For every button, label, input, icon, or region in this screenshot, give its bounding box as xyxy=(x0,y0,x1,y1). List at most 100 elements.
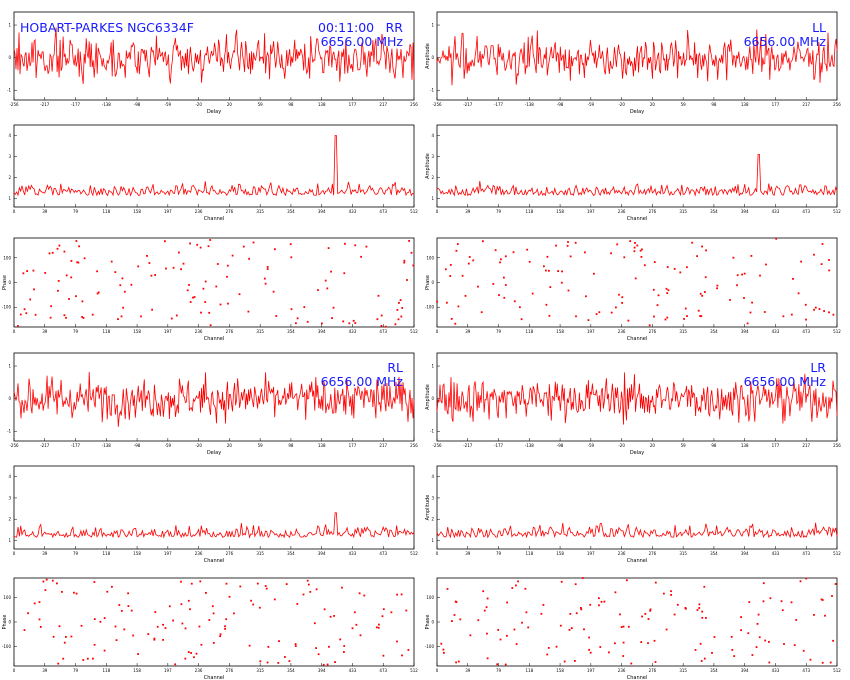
ll-phase-point xyxy=(639,249,642,252)
lr-phase-point xyxy=(455,661,457,664)
rr-channel-series-line xyxy=(13,135,415,197)
lr-phase-point xyxy=(560,580,563,583)
rr-delay-ytick-label: -1 xyxy=(7,88,11,93)
lr-phase-point xyxy=(580,607,582,609)
rl-phase-point xyxy=(334,661,336,663)
ll-phase-point xyxy=(560,281,563,284)
ll-phase-point xyxy=(561,270,563,273)
rr-phase-point xyxy=(51,251,54,254)
ll-phase-point xyxy=(549,286,552,288)
rr-phase-point xyxy=(303,306,306,308)
rl-phase-point xyxy=(212,612,215,615)
ll-channel-xtick-label: 433 xyxy=(772,209,780,214)
rr-phase-point xyxy=(130,283,133,286)
rr-phase-xtick-label: 433 xyxy=(349,329,357,334)
rr-phase-point xyxy=(384,325,387,328)
rr-phase-point xyxy=(121,277,124,280)
rl-phase-point xyxy=(118,604,121,606)
rr-phase-point xyxy=(227,302,229,305)
rl-phase-point xyxy=(127,605,130,607)
rl-channel-xtick-label: 512 xyxy=(410,551,418,556)
ll-phase-point xyxy=(656,304,659,306)
lr-phase-point xyxy=(469,634,472,637)
ll-phase-point xyxy=(641,248,643,251)
rr-phase-point xyxy=(48,252,51,255)
rl-phase-point xyxy=(93,618,96,620)
ll-delay-xtick-label: 59 xyxy=(681,102,687,107)
ll-phase-point xyxy=(457,305,460,308)
lr-phase-point xyxy=(824,614,826,617)
rl-phase-xtick-label: 394 xyxy=(318,668,326,673)
rr-phase-point xyxy=(226,275,228,278)
rl-phase-xtick-label: 158 xyxy=(133,668,141,673)
ll-delay-series-line xyxy=(436,29,838,86)
lr-phase-point xyxy=(790,601,793,604)
rl-phase-point xyxy=(333,615,335,617)
ll-phase-point xyxy=(749,311,752,314)
rl-phase-point xyxy=(401,654,403,657)
lr-delay-ytick-label: -1 xyxy=(430,429,434,434)
rl-phase-point xyxy=(294,643,297,645)
rl-phase-point xyxy=(400,593,403,596)
lr-phase-point xyxy=(504,663,507,666)
ll-phase-xtick-label: 0 xyxy=(436,329,439,334)
rr-channel-frame xyxy=(13,124,415,208)
rr-phase-ytick-label: 100 xyxy=(3,255,11,260)
lr-phase-point xyxy=(670,590,672,593)
ll-phase-point xyxy=(598,311,601,314)
rr-delay-ytick-label: 0 xyxy=(8,55,11,60)
ll-delay-xtick-label: 217 xyxy=(802,102,810,107)
rr-phase-xtick-label: 315 xyxy=(256,329,264,334)
ll-delay-xtick-label: -217 xyxy=(463,102,473,107)
rl-phase-point xyxy=(75,592,78,595)
rr-phase-point xyxy=(63,250,66,253)
lr-phase-point xyxy=(515,584,517,587)
rr-phase-point xyxy=(70,260,73,262)
rr-phase-point xyxy=(331,317,333,319)
ll-channel-xtick-label: 315 xyxy=(679,209,687,214)
ll-phase-point xyxy=(699,292,702,295)
rl-phase-xtick-label: 315 xyxy=(256,668,264,673)
ll-phase-point xyxy=(566,244,569,247)
rr-delay-panel: -256 -217 -177 -138 -98 -59 -20 20 59 98 138 177 217… xyxy=(7,11,418,115)
rl-phase-point xyxy=(307,583,310,586)
rr-phase-point xyxy=(91,313,94,316)
lr-phase-point xyxy=(793,644,796,646)
rr-phase-point xyxy=(81,316,83,318)
rl-phase-point xyxy=(92,657,94,660)
ll-phase-ytick-label: 100 xyxy=(426,255,434,260)
rr-delay-xtick-label: 177 xyxy=(349,102,357,107)
ll-phase-xtick-label: 512 xyxy=(833,329,841,334)
ll-phase-xtick-label: 433 xyxy=(772,329,780,334)
ll-phase-point xyxy=(751,301,753,304)
ll-phase-point xyxy=(820,263,823,265)
rl-phase-point xyxy=(211,605,214,608)
lr-phase-point xyxy=(482,590,485,593)
rr-phase-point xyxy=(394,323,397,326)
lr-phase-point xyxy=(511,587,514,589)
ll-phase-point xyxy=(633,246,636,249)
rl-phase-point xyxy=(219,633,222,636)
rr-phase-point xyxy=(354,322,357,324)
lr-phase-point xyxy=(515,643,518,645)
ll-phase-point xyxy=(504,284,507,286)
rr-phase-point xyxy=(75,295,77,298)
rr-phase-point xyxy=(164,240,166,243)
rr-phase-point xyxy=(68,298,70,300)
rl-delay-xtick-label: 59 xyxy=(258,443,264,448)
ll-phase-point xyxy=(653,261,656,263)
rl-phase-xtick-label: 512 xyxy=(410,668,418,673)
lr-phase-xtick-label: 354 xyxy=(710,668,718,673)
lr-phase-xtick-label: 236 xyxy=(618,668,626,673)
lr-phase-point xyxy=(459,618,462,621)
lr-channel-xtick-label: 473 xyxy=(802,551,810,556)
lr-delay-xtick-label: 59 xyxy=(681,443,687,448)
lr-channel-xtick-label: 354 xyxy=(710,551,718,556)
ll-delay-ylabel: Amplitude xyxy=(425,43,431,69)
lr-phase-point xyxy=(649,609,652,612)
rl-phase-point xyxy=(212,642,215,644)
rr-phase-point xyxy=(196,243,199,246)
rr-phase-point xyxy=(406,279,408,281)
rr-phase-point xyxy=(264,282,267,285)
